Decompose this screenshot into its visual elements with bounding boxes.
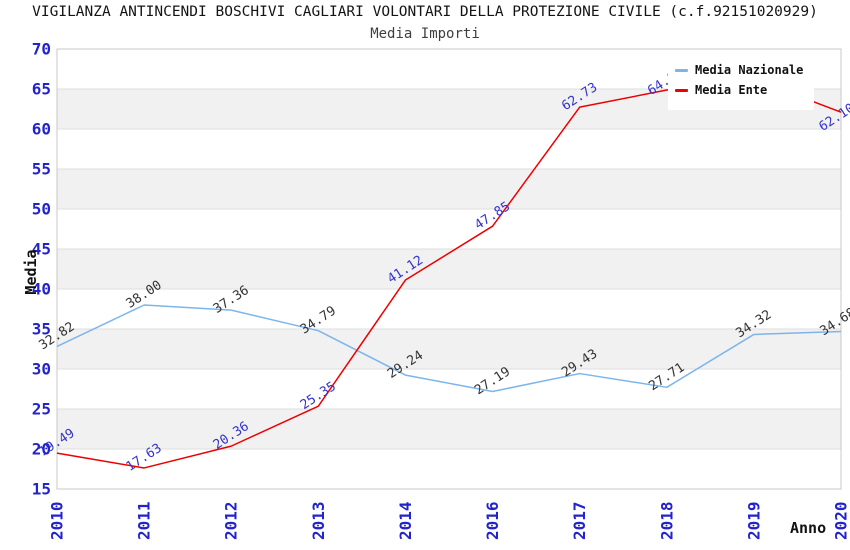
series-line-media-nazionale: [56, 304, 842, 393]
legend-item-media-ente: Media Ente: [675, 84, 814, 97]
y-tick-label: 35: [32, 320, 51, 339]
x-axis-title: Anno: [790, 519, 827, 537]
grid-band: [57, 409, 841, 449]
y-tick-label: 70: [32, 40, 51, 59]
x-tick-label: 2013: [309, 501, 328, 540]
y-tick-label: 60: [32, 120, 51, 139]
chart-subtitle: Media Importi: [370, 26, 480, 42]
data-label: 25.35: [298, 379, 339, 413]
x-tick-label: 2019: [744, 501, 763, 540]
grid-band: [57, 249, 841, 289]
y-tick-label: 25: [32, 400, 51, 419]
x-tick-label: 2016: [483, 501, 502, 540]
y-tick-label: 40: [32, 280, 51, 299]
y-tick-label: 20: [32, 440, 51, 459]
x-tick-label: 2020: [832, 501, 850, 540]
y-tick-label: 50: [32, 200, 51, 219]
y-tick-label: 65: [32, 80, 51, 99]
legend-label: Media Nazionale: [695, 63, 804, 77]
y-axis-title: Media: [22, 249, 40, 295]
chart-title: VIGILANZA ANTINCENDI BOSCHIVI CAGLIARI V…: [32, 4, 818, 20]
x-tick-label: 2018: [657, 501, 676, 540]
y-tick-label: 45: [32, 240, 51, 259]
x-tick-label: 2012: [222, 501, 241, 540]
x-tick-label: 2010: [48, 501, 67, 540]
x-tick-label: 2017: [570, 501, 589, 540]
grid-band: [57, 329, 841, 369]
y-tick-label: 55: [32, 160, 51, 179]
grid-band: [57, 169, 841, 209]
legend: Media Nazionale Media Ente: [668, 52, 814, 110]
x-tick-label: 2011: [135, 501, 154, 540]
plot-border: [56, 48, 842, 490]
legend-label: Media Ente: [695, 83, 768, 97]
legend-item-media-nazionale: Media Nazionale: [675, 64, 814, 77]
legend-swatch-media-nazionale: [675, 69, 688, 72]
legend-swatch-media-ente: [675, 89, 688, 92]
y-tick-label: 30: [32, 360, 51, 379]
x-tick-label: 2014: [396, 501, 415, 540]
y-tick-label: 15: [32, 480, 51, 499]
